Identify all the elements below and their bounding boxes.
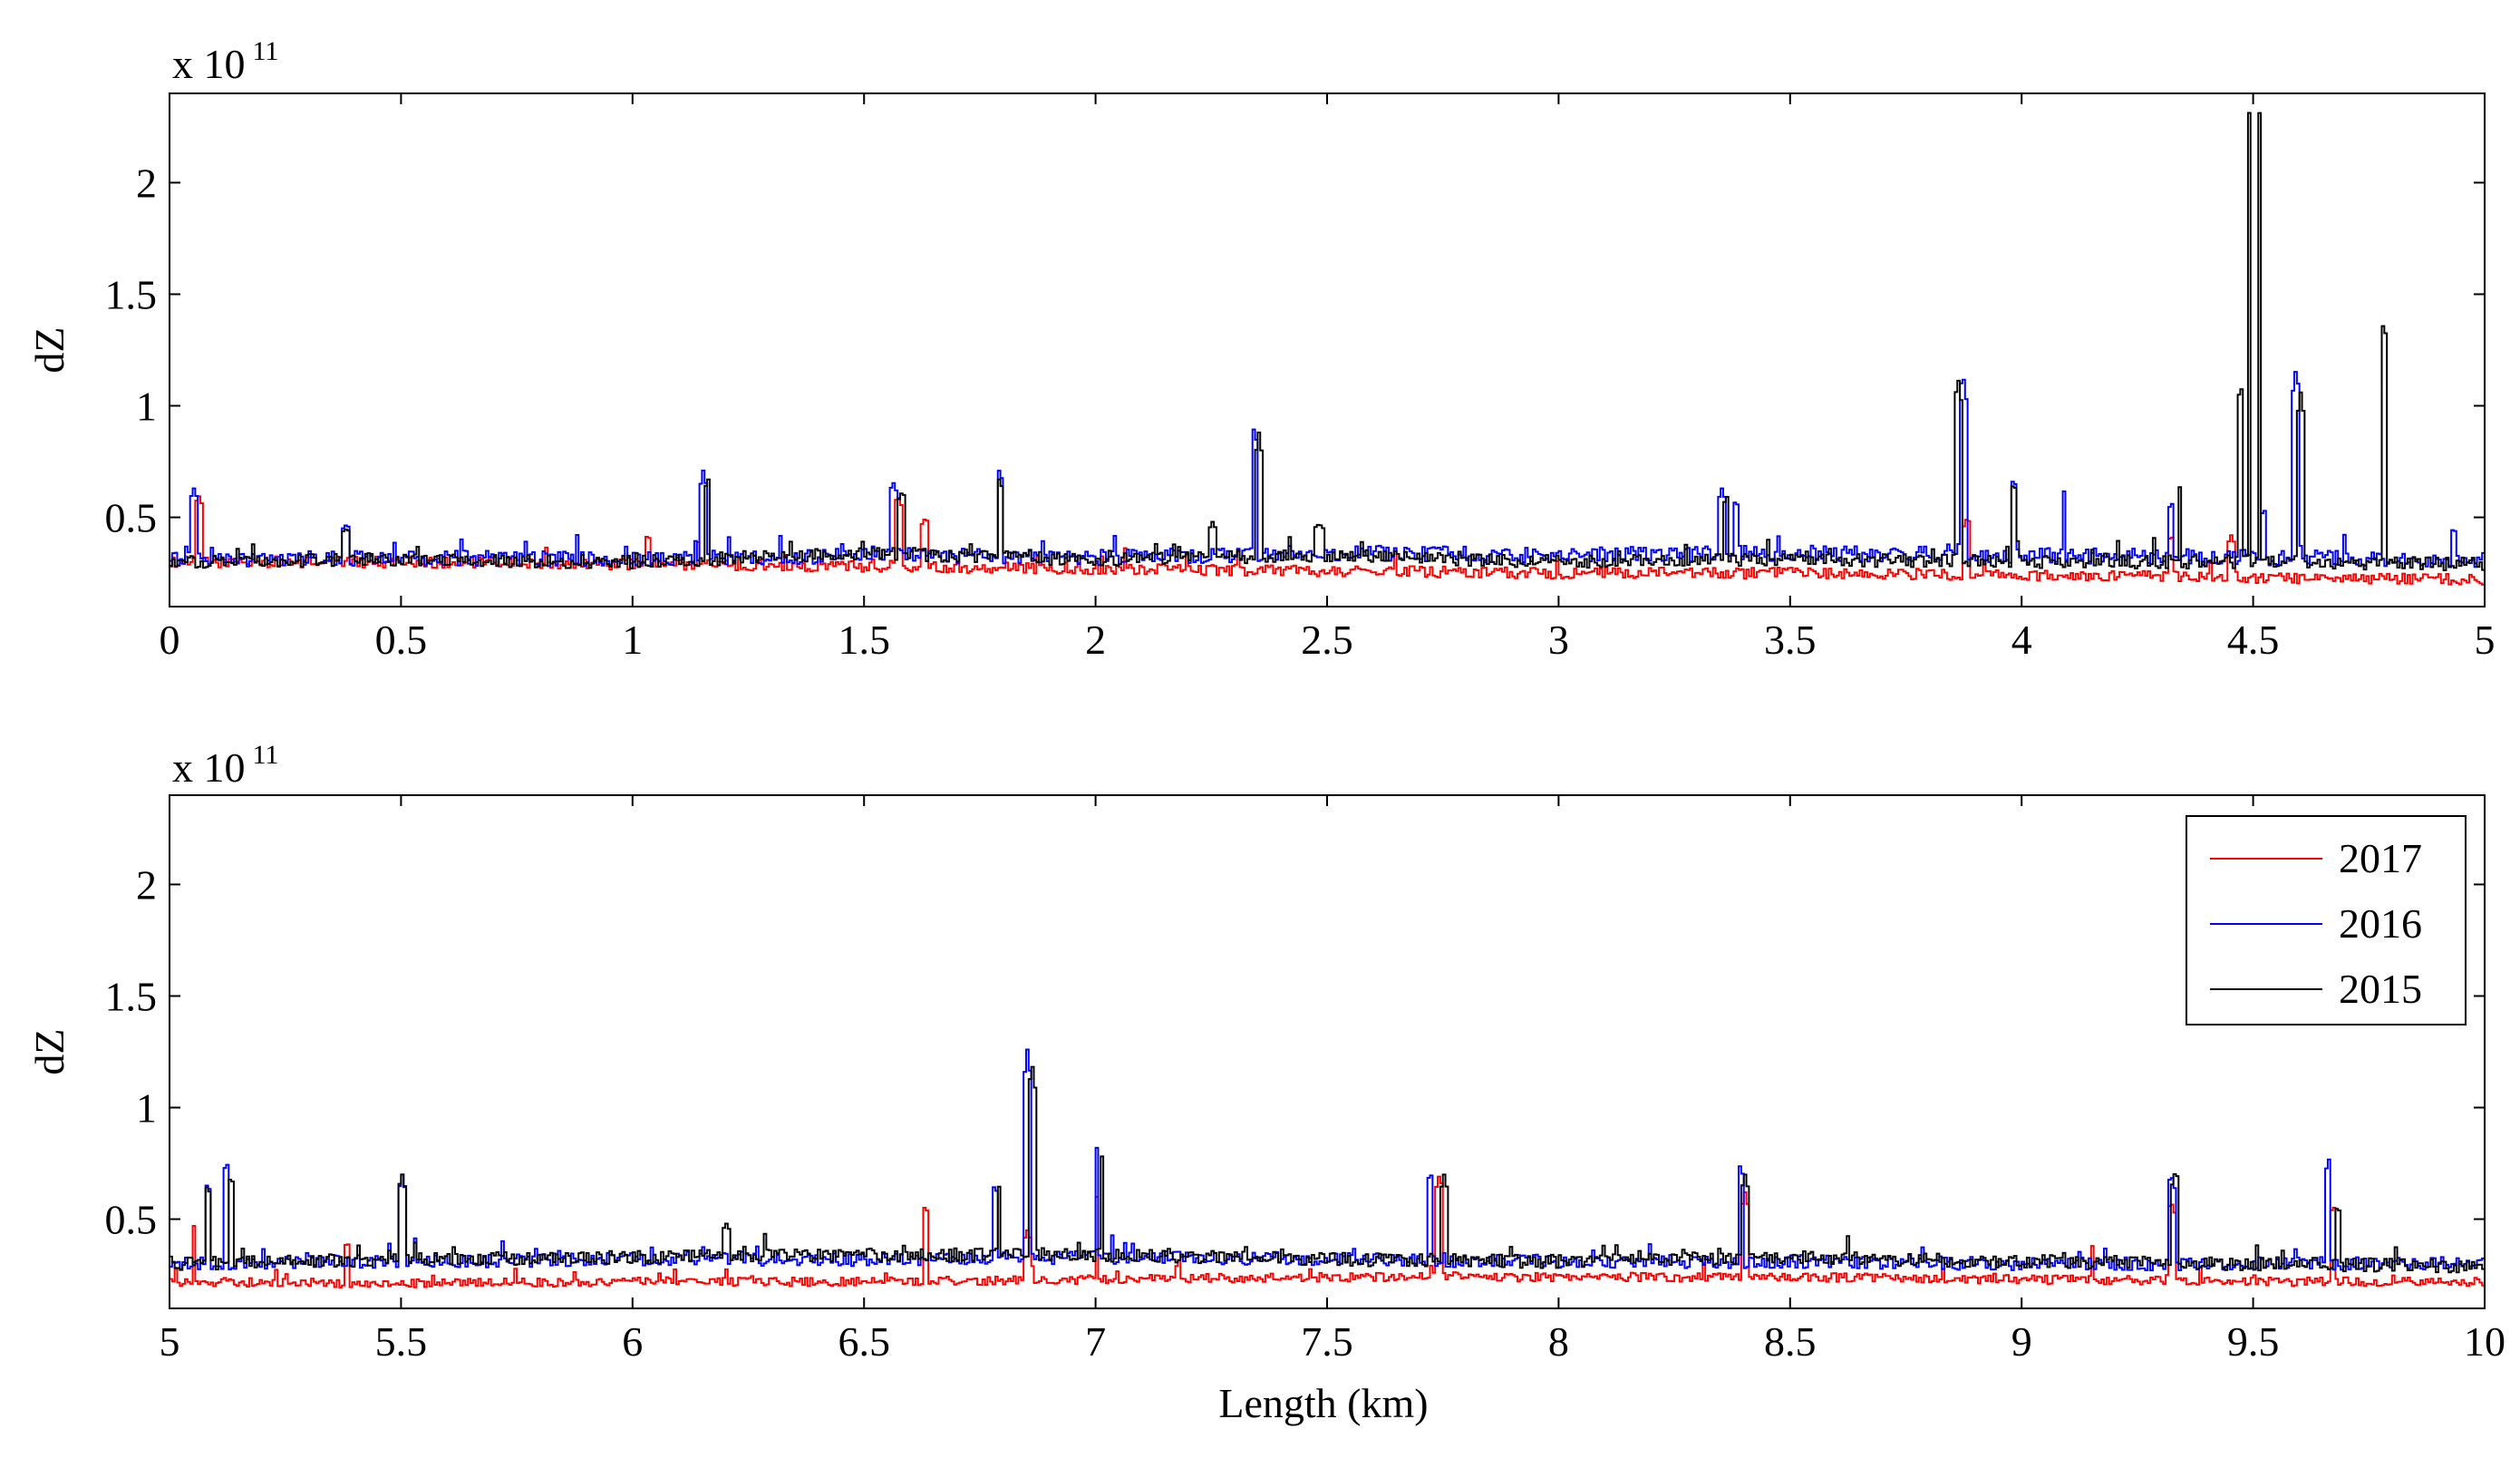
bottom-x-tick-label: 9 [2011, 1318, 2032, 1365]
bottom-y-tick-label: 2 [136, 861, 157, 908]
top-x-tick-label: 4 [2011, 617, 2032, 663]
bottom-x-tick-label: 6.5 [838, 1318, 890, 1365]
top-panel-series [170, 112, 2485, 586]
bottom-x-tick-label: 8.5 [1764, 1318, 1817, 1365]
bottom-y-multiplier: x 10 11 [172, 740, 278, 791]
top-x-tick-label: 0 [160, 617, 180, 663]
bottom-panel: 5 5.5 6 6.5 7 7.5 8 8.5 9 9.5 10 0.5 1 1.5 2 dZ x 10 11… [26, 740, 2505, 1426]
top-y-axis-label: dZ [26, 326, 73, 373]
bottom-x-axis-label: Length (km) [1218, 1380, 1428, 1426]
legend-label-2016: 2016 [2339, 900, 2422, 947]
top-x-tick-label: 2 [1085, 617, 1106, 663]
bottom-y-tick-label: 1.5 [105, 973, 158, 1019]
top-x-tick-label: 0.5 [375, 617, 428, 663]
top-x-tick-label: 4.5 [2227, 617, 2280, 663]
legend-label-2015: 2015 [2339, 966, 2422, 1012]
top-y-tick-label: 2 [136, 160, 157, 206]
legend-box [2186, 815, 2467, 1025]
bottom-x-tick-label: 10 [2464, 1318, 2505, 1365]
bottom-y-tick-label: 0.5 [105, 1197, 158, 1243]
top-x-tick-label: 5 [2475, 617, 2496, 663]
bottom-x-tick-label: 5.5 [375, 1318, 428, 1365]
bottom-panel-series [170, 1048, 2485, 1288]
bottom-series-line-2015 [170, 1065, 2485, 1274]
legend-label-2017: 2017 [2339, 835, 2422, 881]
bottom-x-tick-label: 7.5 [1301, 1318, 1353, 1365]
top-x-tick-label: 3.5 [1764, 617, 1817, 663]
bottom-y-axis-label: dZ [26, 1028, 73, 1074]
bottom-y-tick-label: 1 [136, 1085, 157, 1132]
top-x-tick-label: 1 [622, 617, 643, 663]
top-y-tick-label: 1 [136, 384, 157, 430]
bottom-x-tick-label: 9.5 [2227, 1318, 2280, 1365]
top-x-tick-label: 2.5 [1301, 617, 1353, 663]
top-panel-ticks: 0 0.5 1 1.5 2 2.5 3 3.5 4 4.5 5 0.5 1 1.5 2 [105, 93, 2496, 663]
top-x-tick-label: 1.5 [838, 617, 890, 663]
bottom-x-tick-label: 8 [1548, 1318, 1569, 1365]
bottom-x-tick-label: 6 [622, 1318, 643, 1365]
bottom-panel-ticks: 5 5.5 6 6.5 7 7.5 8 8.5 9 9.5 10 0.5 1 1.5 2 [105, 795, 2505, 1365]
top-series-line-2015 [170, 112, 2485, 571]
bottom-series-line-2017 [170, 1175, 2485, 1288]
top-panel: 0 0.5 1 1.5 2 2.5 3 3.5 4 4.5 5 0.5 1 1.5 2 dZ x 10 11 [26, 36, 2496, 663]
bottom-x-tick-label: 5 [160, 1318, 180, 1365]
top-x-tick-label: 3 [1548, 617, 1569, 663]
bottom-x-tick-label: 7 [1085, 1318, 1106, 1365]
top-y-multiplier: x 10 11 [172, 36, 278, 87]
legend: 2017 2016 2015 [2186, 815, 2467, 1025]
top-y-tick-label: 1.5 [105, 271, 158, 317]
top-y-tick-label: 0.5 [105, 495, 158, 541]
